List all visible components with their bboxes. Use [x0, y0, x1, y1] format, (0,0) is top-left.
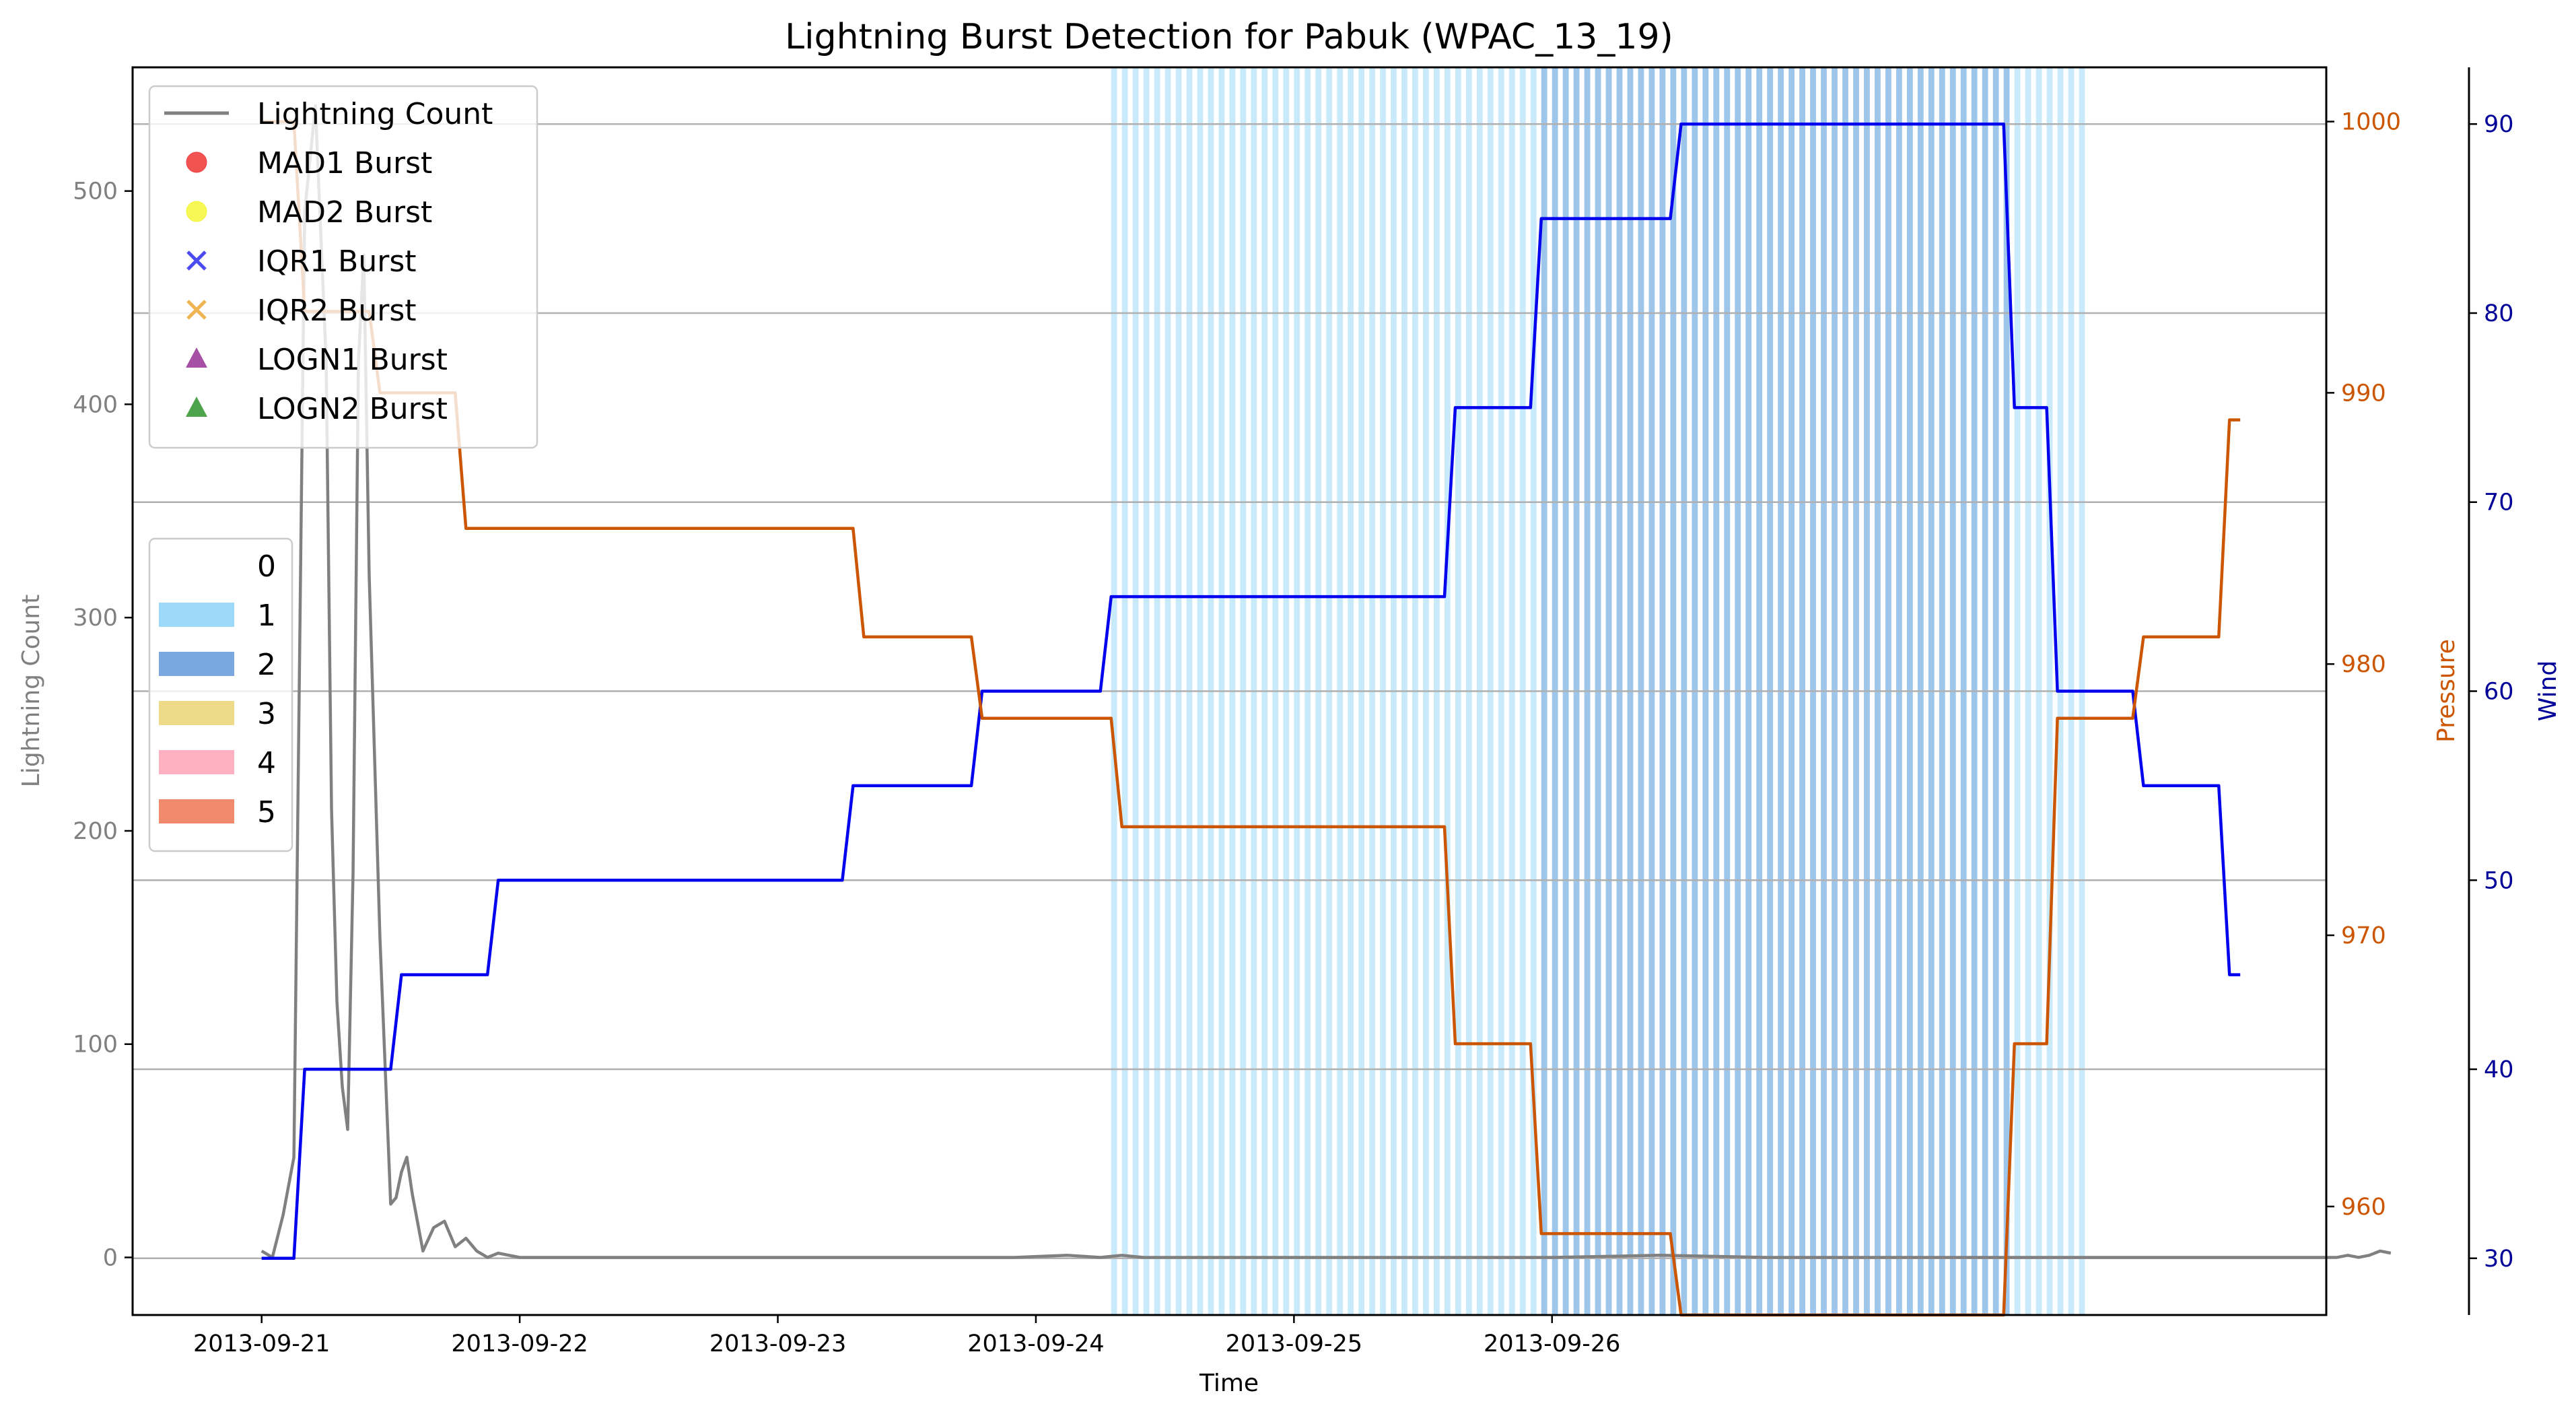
y-left-tick-label: 500 — [73, 178, 118, 205]
legend-category-label: 2 — [257, 648, 276, 682]
y-wind-tick-label: 70 — [2484, 490, 2514, 516]
legend-category-swatch — [159, 750, 234, 774]
legend-category-item: 5 — [159, 795, 276, 830]
legend-category-swatch — [159, 652, 234, 676]
x-tick-label: 2013-09-25 — [1226, 1330, 1362, 1357]
legend-label: MAD1 Burst — [257, 146, 432, 180]
plot-frame — [131, 66, 2328, 1316]
y-left-tick-label: 400 — [73, 391, 118, 418]
legend-category-item: 3 — [159, 697, 276, 731]
legend-item: MAD2 Burst — [186, 195, 432, 230]
legend-x-marker — [186, 300, 207, 320]
legend-category-label: 5 — [257, 795, 276, 830]
legend-category-item: 2 — [159, 648, 276, 682]
x-tick-label: 2013-09-26 — [1484, 1330, 1620, 1357]
legend-category-label: 4 — [257, 746, 276, 780]
chart-title: Lightning Burst Detection for Pabuk (WPA… — [785, 17, 1673, 57]
legend-x-marker — [186, 250, 207, 271]
legend-circle-marker — [186, 201, 207, 222]
legend-category-item: 0 — [257, 549, 276, 584]
legend-label: IQR1 Burst — [257, 244, 417, 279]
x-axis-label: Time — [1199, 1370, 1259, 1397]
y-left-tick-label: 100 — [73, 1032, 118, 1058]
y-pressure-tick-label: 1000 — [2341, 109, 2401, 136]
y-wind-tick-label: 90 — [2484, 111, 2514, 138]
legend-categories: 0 1 2 3 4 5 — [148, 537, 293, 852]
y-wind-tick-label: 40 — [2484, 1056, 2514, 1083]
legend-category-item: 4 — [159, 746, 276, 780]
y-axis-pressure: 960 970 980 990 1000 — [2326, 109, 2401, 1221]
x-axis: 2013-09-21 2013-09-22 2013-09-23 2013-09-24… — [193, 1315, 1620, 1357]
x-tick-label: 2013-09-21 — [193, 1330, 330, 1357]
legend-label: MAD2 Burst — [257, 195, 432, 230]
legend-category-swatch — [159, 701, 234, 725]
y-wind-tick-label: 80 — [2484, 300, 2514, 327]
y-pressure-tick-label: 960 — [2341, 1194, 2386, 1221]
legend-circle-marker — [186, 151, 207, 173]
legend-category-swatch — [159, 799, 234, 823]
legend-category-item: 1 — [159, 599, 276, 633]
legend-item: LOGN1 Burst — [186, 343, 448, 377]
legend-item: IQR1 Burst — [186, 244, 417, 279]
legend-item: IQR2 Burst — [186, 294, 417, 328]
y-wind-tick-label: 30 — [2484, 1246, 2514, 1273]
legend-triangle-marker — [186, 397, 207, 417]
legend-item: MAD1 Burst — [186, 146, 432, 180]
legend-burst-markers: Lightning Count MAD1 Burst MAD2 Burst IQR1 … — [148, 85, 538, 449]
legend-item: LOGN2 Burst — [186, 392, 448, 426]
x-tick-label: 2013-09-23 — [709, 1330, 846, 1357]
y-wind-tick-label: 60 — [2484, 679, 2514, 706]
legend-label: Lightning Count — [257, 97, 493, 131]
y-left-tick-label: 200 — [73, 818, 118, 845]
y-pressure-tick-label: 980 — [2341, 651, 2386, 678]
y-axis-pressure-label: Pressure — [2433, 639, 2460, 743]
y-axis-wind: 30 40 50 60 70 80 90 — [2468, 67, 2514, 1315]
y-pressure-tick-label: 990 — [2341, 380, 2386, 407]
y-axis-wind-label: Wind — [2534, 661, 2562, 721]
y-axis-left: 0 100 200 300 400 500 — [73, 178, 133, 1271]
series-line-wind — [261, 122, 2241, 1260]
legend-category-label: 1 — [257, 599, 276, 633]
legend-markers-box — [148, 85, 538, 449]
legend-triangle-marker — [186, 347, 207, 368]
series-line-lightning-count — [260, 104, 2392, 1259]
x-tick-label: 2013-09-24 — [967, 1330, 1104, 1357]
legend-category-label: 0 — [257, 549, 276, 584]
y-axis-left-label: Lightning Count — [18, 595, 45, 788]
legend-label: LOGN1 Burst — [257, 343, 448, 377]
y-pressure-tick-label: 970 — [2341, 922, 2386, 949]
legend-category-swatch — [159, 603, 234, 627]
y-left-tick-label: 300 — [73, 605, 118, 632]
legend-label: LOGN2 Burst — [257, 392, 448, 426]
legend-category-label: 3 — [257, 697, 276, 731]
x-tick-label: 2013-09-22 — [451, 1330, 588, 1357]
legend-label: IQR2 Burst — [257, 294, 417, 328]
y-wind-tick-label: 50 — [2484, 867, 2514, 894]
y-left-tick-label: 0 — [103, 1244, 118, 1271]
legend-item: Lightning Count — [164, 97, 493, 131]
